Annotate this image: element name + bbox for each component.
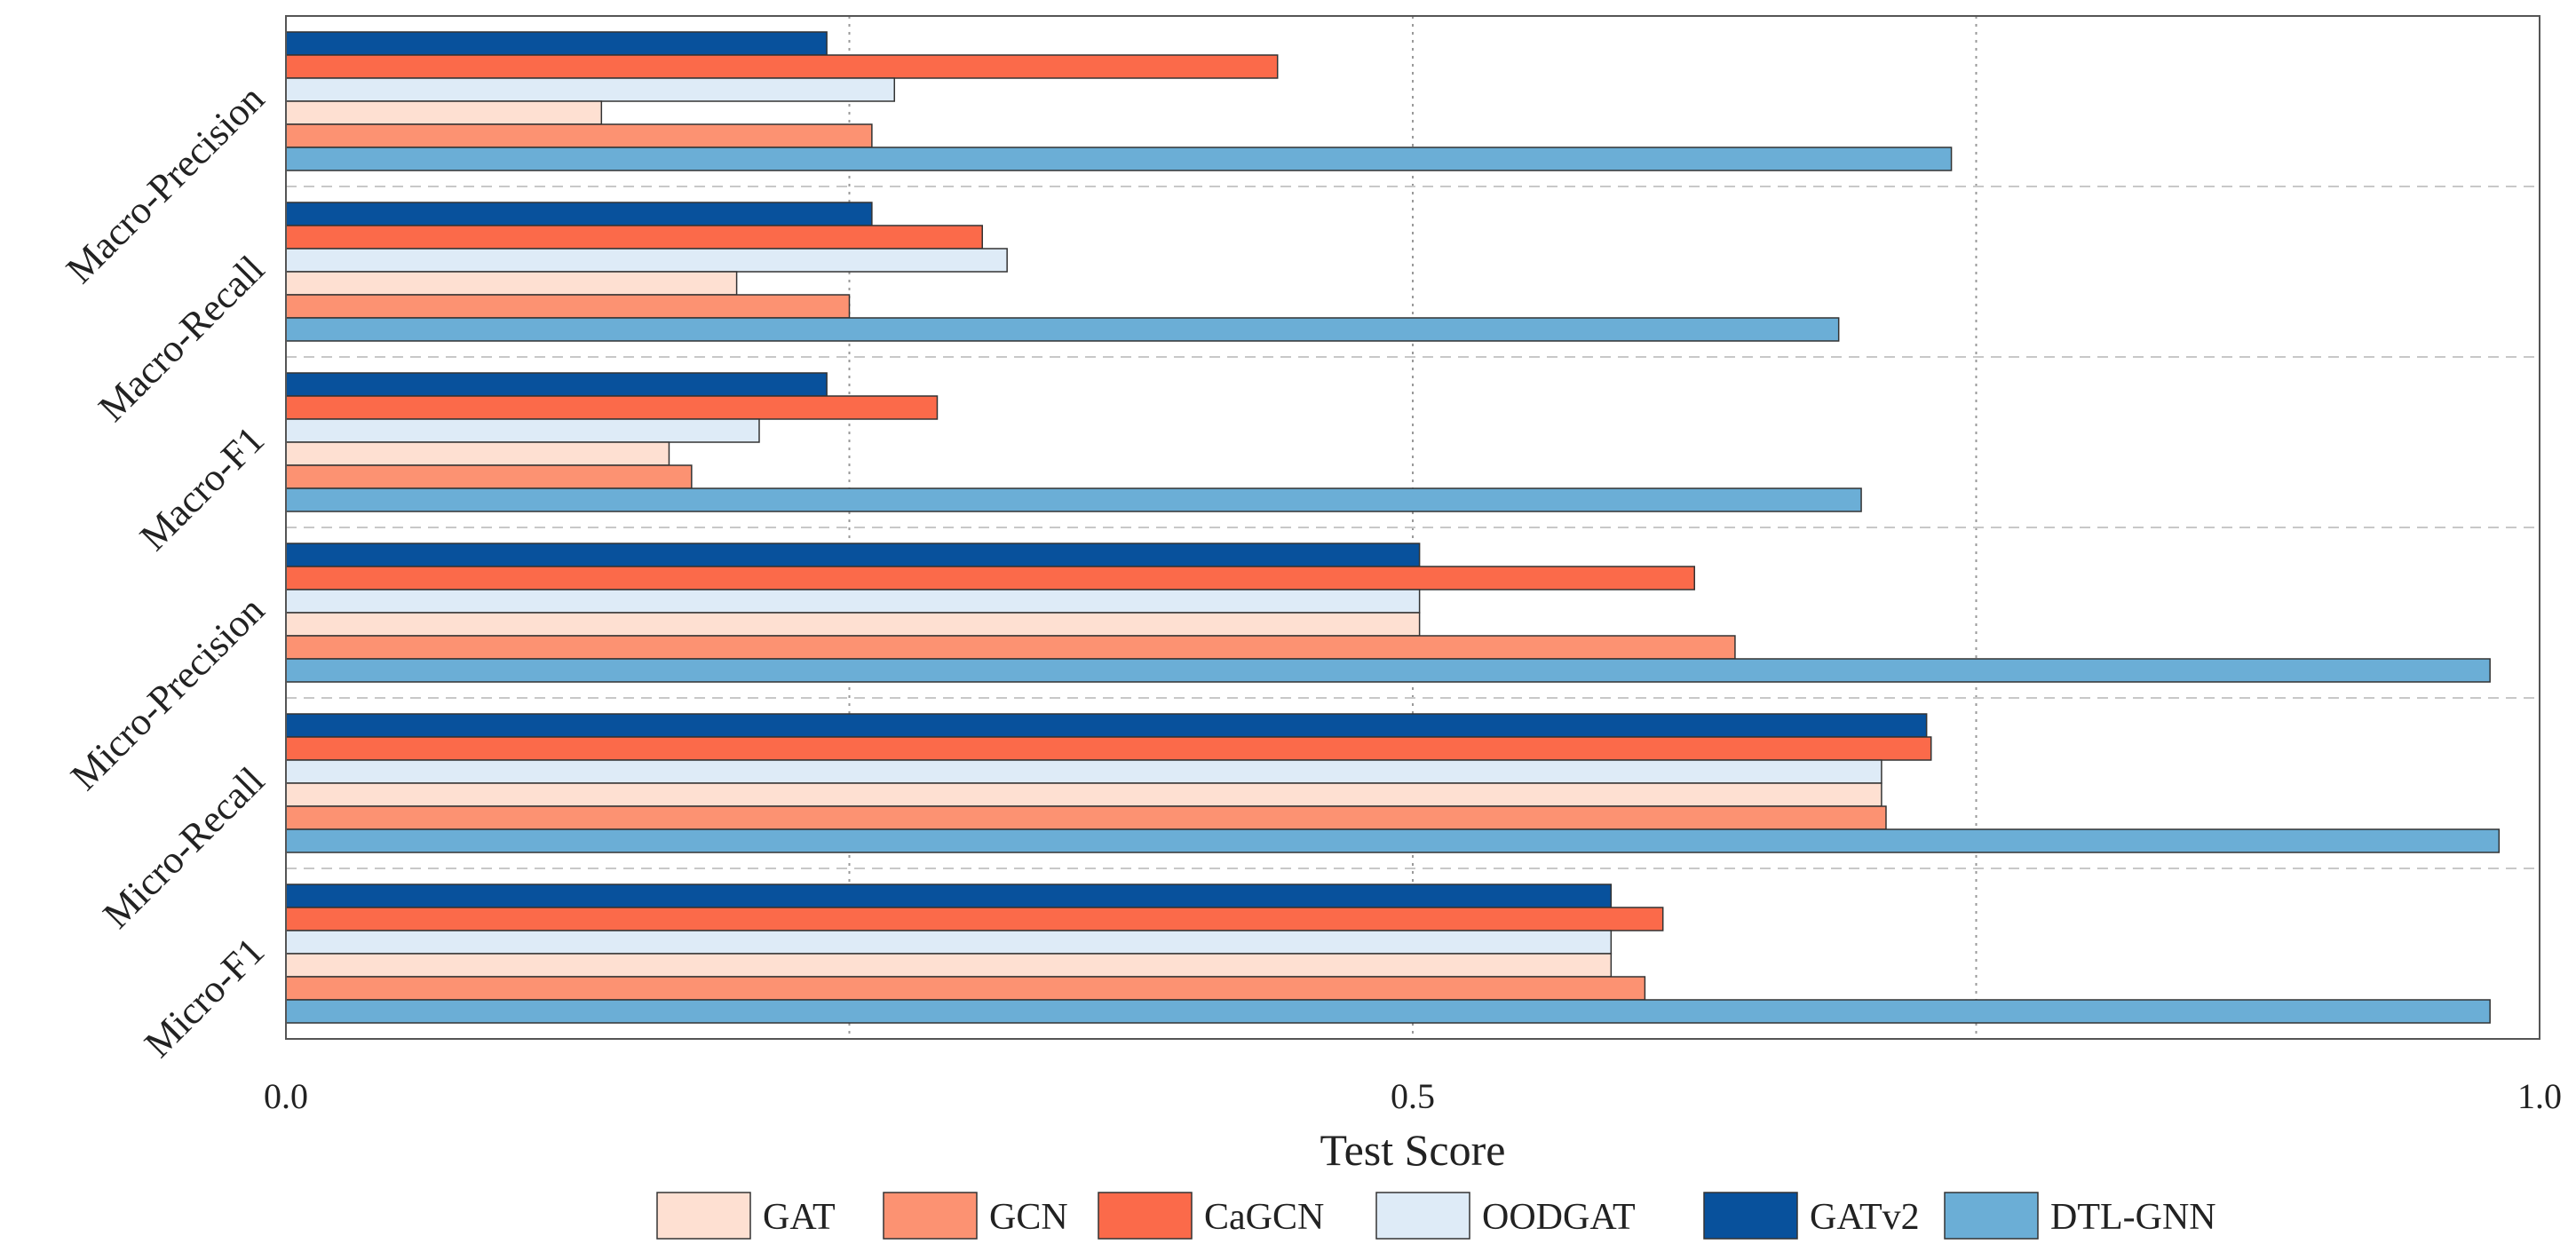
- category-labels: Macro-PrecisionMacro-RecallMacro-F1Micro…: [58, 76, 273, 1066]
- legend-label-gat: GAT: [763, 1197, 836, 1238]
- bar-dtl-gnn-micro-f1: [285, 999, 2491, 1024]
- legend-label-dtl-gnn: DTL-GNN: [2050, 1197, 2216, 1238]
- bar-gcn-micro-precision: [285, 635, 1736, 660]
- legend: GAT GCN CaGCN OODGAT GATv2 DTL-GNN: [656, 1192, 2216, 1240]
- bar-gcn-micro-f1: [285, 976, 1646, 1001]
- bar-gcn-macro-f1: [285, 464, 693, 489]
- bar-gat-macro-f1: [285, 441, 670, 466]
- legend-swatch-oodgat: [1375, 1192, 1470, 1240]
- bar-oodgat-micro-precision: [285, 589, 1421, 614]
- legend-label-gatv2: GATv2: [1810, 1197, 1920, 1238]
- bars-layer: [285, 31, 2501, 1024]
- bar-gcn-macro-precision: [285, 123, 873, 148]
- bar-oodgat-macro-precision: [285, 77, 896, 102]
- bar-oodgat-macro-recall: [285, 248, 1008, 273]
- bar-cagcn-macro-recall: [285, 225, 983, 250]
- bar-gatv2-macro-recall: [285, 202, 873, 226]
- x-tick-label: 0.0: [264, 1076, 308, 1116]
- bar-gatv2-micro-recall: [285, 713, 1928, 738]
- bar-dtl-gnn-macro-precision: [285, 147, 1953, 171]
- category-label-macro-f1: Macro-F1: [131, 417, 273, 559]
- category-separators: [286, 186, 2540, 869]
- bar-oodgat-macro-f1: [285, 418, 760, 443]
- x-tick-labels: 0.0 0.5 1.0: [264, 1076, 2562, 1116]
- x-tick-label: 0.5: [1391, 1076, 1435, 1116]
- bar-gcn-micro-recall: [285, 805, 1887, 830]
- bar-dtl-gnn-micro-recall: [285, 828, 2501, 853]
- bar-gat-micro-precision: [285, 612, 1421, 637]
- legend-swatch-gat: [656, 1192, 751, 1240]
- bar-gatv2-macro-precision: [285, 31, 828, 56]
- bar-dtl-gnn-macro-recall: [285, 317, 1840, 342]
- bar-gatv2-micro-precision: [285, 543, 1421, 567]
- category-label-micro-recall: Micro-Recall: [95, 758, 273, 937]
- legend-label-oodgat: OODGAT: [1482, 1197, 1636, 1238]
- plot-frame: [285, 15, 2540, 1040]
- legend-swatch-gatv2: [1703, 1192, 1798, 1240]
- legend-swatch-gcn: [883, 1192, 978, 1240]
- bar-oodgat-micro-f1: [285, 930, 1613, 955]
- x-tick-label: 1.0: [2517, 1076, 2562, 1116]
- bar-gat-macro-precision: [285, 100, 603, 125]
- bar-gatv2-macro-f1: [285, 372, 828, 397]
- bar-cagcn-micro-f1: [285, 907, 1664, 931]
- legend-swatch-dtl-gnn: [1944, 1192, 2039, 1240]
- legend-label-gcn: GCN: [989, 1197, 1068, 1238]
- bar-oodgat-micro-recall: [285, 759, 1882, 784]
- legend-swatch-cagcn: [1098, 1192, 1193, 1240]
- bar-gat-micro-f1: [285, 953, 1613, 978]
- bar-dtl-gnn-macro-f1: [285, 487, 1862, 512]
- bar-cagcn-micro-recall: [285, 736, 1932, 761]
- legend-label-cagcn: CaGCN: [1204, 1197, 1324, 1238]
- bar-gat-macro-recall: [285, 271, 738, 296]
- bar-cagcn-macro-f1: [285, 395, 939, 420]
- bar-gatv2-micro-f1: [285, 884, 1613, 908]
- category-label-macro-recall: Macro-Recall: [90, 247, 273, 430]
- bar-cagcn-micro-precision: [285, 566, 1695, 590]
- bar-dtl-gnn-micro-precision: [285, 658, 2491, 683]
- x-axis-title: Test Score: [1320, 1125, 1506, 1175]
- bar-cagcn-macro-precision: [285, 54, 1279, 79]
- category-label-micro-f1: Micro-F1: [136, 929, 273, 1066]
- bar-gat-micro-recall: [285, 782, 1882, 807]
- bar-gcn-macro-recall: [285, 294, 851, 319]
